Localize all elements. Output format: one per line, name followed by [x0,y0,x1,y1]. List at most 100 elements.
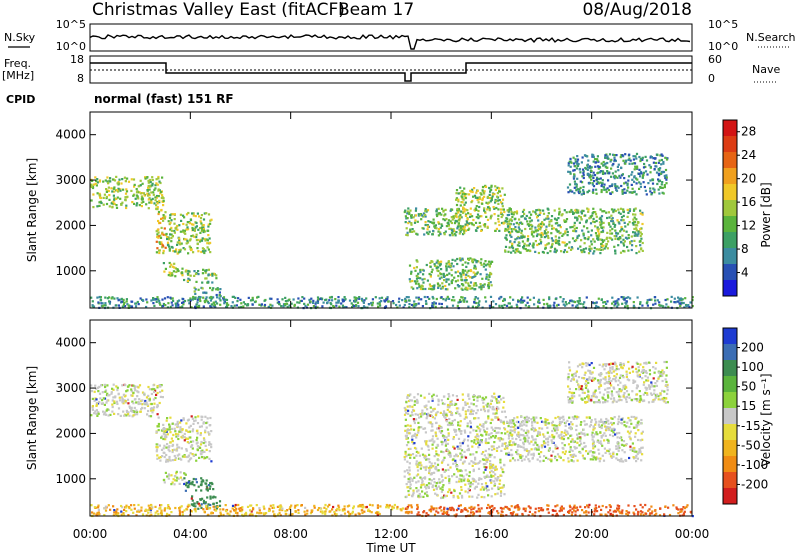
echo-cell [507,227,510,231]
echo-cell [532,210,535,213]
echo-cell [112,200,115,203]
echo-cell [566,250,569,253]
echo-cell [413,456,416,459]
echo-cell [468,405,471,409]
echo-cell [575,446,578,449]
echo-cell [358,297,361,300]
echo-cell [432,221,436,224]
echo-cell [132,178,136,181]
echo-cell [154,199,157,202]
echo-cell [492,466,495,469]
echo-cell [410,411,414,414]
echo-cell [98,192,101,195]
echo-cell [427,232,430,236]
echo-cell [633,415,636,419]
echo-cell [411,453,415,456]
echo-cell [112,383,115,386]
echo-cell [662,192,665,195]
echo-cell [453,473,456,476]
echo-cell [614,229,617,232]
echo-cell [497,486,500,489]
echo-cell [158,456,161,459]
echo-cell [190,503,193,506]
echo-cell [531,244,534,247]
echo-cell [493,456,496,459]
echo-cell [415,460,418,463]
echo-cell [586,433,589,436]
echo-cell [512,249,515,252]
echo-cell [439,411,442,414]
echo-cell [462,440,465,443]
echo-cell [353,296,356,299]
echo-cell [105,188,108,191]
echo-cell [214,496,217,499]
echo-cell [412,491,415,494]
echo-cell [441,475,444,478]
echo-cell [600,420,603,423]
echo-cell [141,399,144,402]
echo-cell [515,451,518,454]
echo-cell [499,461,502,464]
echo-cell [176,252,179,255]
echo-cell [502,406,505,409]
echo-cell [512,213,515,216]
echo-cell [148,398,151,401]
echo-cell [509,296,512,299]
echo-cell [475,284,478,287]
echo-cell [580,442,583,445]
echo-cell [416,260,419,263]
echo-cell [487,281,490,285]
echo-cell [425,487,428,490]
echo-cell [441,443,444,446]
echo-cell [658,159,661,162]
freq-left-tick-high: 18 [70,53,84,66]
echo-cell [173,448,176,451]
echo-cell [540,235,543,238]
echo-cell [482,423,485,426]
echo-cell [499,486,502,489]
echo-cell [635,229,638,232]
echo-cell [434,433,437,436]
echo-cell [407,296,410,299]
echo-cell [431,438,434,441]
echo-cell [101,402,104,405]
echo-cell [455,215,458,219]
echo-cell [157,219,160,223]
echo-cell [172,433,175,437]
echo-cell [471,445,474,448]
echo-cell [137,401,140,404]
echo-cell [622,159,625,162]
echo-cell [173,427,176,430]
echo-cell [599,431,602,434]
echo-cell [640,459,643,462]
echo-cell [102,410,105,413]
echo-cell [463,195,466,198]
echo-cell [643,185,646,189]
echo-cell [484,441,487,445]
echo-cell [211,281,214,284]
echo-cell [526,418,529,422]
echo-cell [155,450,158,453]
echo-cell [658,192,661,195]
echo-cell [487,410,490,413]
echo-cell [181,305,184,308]
echo-cell [499,208,503,211]
echo-cell [459,216,462,219]
echo-cell [433,455,436,458]
echo-cell [511,421,514,424]
echo-cell [161,389,164,392]
echo-cell [616,165,619,168]
echo-cell [209,241,212,244]
echo-cell [146,176,149,179]
echo-cell [596,226,599,229]
echo-cell [186,221,189,224]
echo-cell [216,296,219,299]
echo-cell [148,201,151,204]
echo-cell [219,303,222,306]
echo-cell [160,448,164,451]
echo-cell [522,208,526,211]
echo-cell [407,441,410,444]
echo-cell [496,492,499,495]
echo-cell [453,489,456,493]
echo-cell [538,223,541,226]
